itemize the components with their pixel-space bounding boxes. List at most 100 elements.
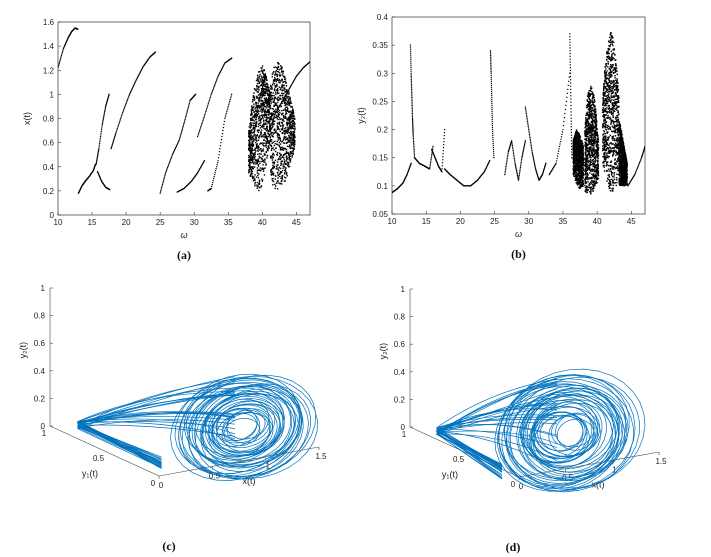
data-point xyxy=(578,133,581,135)
data-point xyxy=(491,120,493,123)
data-point xyxy=(592,148,595,151)
data-point xyxy=(289,114,291,116)
data-point xyxy=(262,134,265,136)
data-point xyxy=(282,142,285,144)
data-point xyxy=(273,98,275,100)
data-point xyxy=(248,148,250,151)
data-point xyxy=(593,141,595,143)
data-point xyxy=(248,147,251,150)
data-point xyxy=(287,141,290,143)
data-point xyxy=(289,159,292,162)
data-point xyxy=(536,172,538,174)
data-point xyxy=(248,170,250,172)
data-point xyxy=(276,180,279,183)
data-point xyxy=(274,120,276,123)
data-point xyxy=(280,163,283,165)
data-point xyxy=(591,100,593,102)
data-point xyxy=(265,144,267,146)
data-point xyxy=(435,160,437,162)
data-point xyxy=(252,126,255,129)
data-point xyxy=(588,184,590,186)
data-point xyxy=(492,145,494,147)
data-point xyxy=(260,75,263,78)
data-point xyxy=(579,185,581,188)
data-point xyxy=(585,119,587,121)
data-point xyxy=(99,139,101,141)
data-point xyxy=(594,166,596,168)
data-point xyxy=(256,150,259,152)
x-tick-label: 40 xyxy=(593,217,602,226)
x-tick-label: 20 xyxy=(122,218,131,227)
data-point xyxy=(276,161,279,163)
data-point xyxy=(594,107,596,110)
data-point xyxy=(106,100,108,102)
data-point xyxy=(285,142,288,145)
data-point xyxy=(525,114,528,116)
data-point xyxy=(479,176,481,178)
data-point xyxy=(443,144,445,146)
data-point xyxy=(487,163,489,165)
data-point xyxy=(188,104,190,106)
data-point xyxy=(278,137,280,139)
data-point xyxy=(584,127,586,129)
data-point xyxy=(283,180,285,182)
data-point xyxy=(288,131,291,134)
data-point xyxy=(632,176,634,178)
data-point xyxy=(257,125,259,128)
data-point xyxy=(267,98,270,101)
data-point xyxy=(248,134,250,136)
data-point xyxy=(248,166,251,168)
data-point xyxy=(259,133,262,135)
data-point xyxy=(529,137,531,139)
data-point xyxy=(163,179,165,181)
data-point xyxy=(574,140,577,142)
data-point xyxy=(575,150,577,153)
data-point xyxy=(410,74,412,76)
data-point xyxy=(260,100,263,102)
data-point xyxy=(62,47,65,50)
data-point xyxy=(277,164,279,166)
data-point xyxy=(260,97,262,99)
data-point xyxy=(291,115,294,117)
data-point xyxy=(253,134,255,137)
data-point xyxy=(255,116,257,118)
data-point xyxy=(512,148,514,150)
data-point xyxy=(276,77,279,80)
data-point xyxy=(581,142,583,145)
data-point xyxy=(579,138,581,140)
data-point xyxy=(284,97,287,100)
data-point xyxy=(579,179,582,182)
data-point xyxy=(576,178,579,181)
data-point xyxy=(588,150,591,152)
data-point xyxy=(507,150,510,152)
data-point xyxy=(268,129,270,132)
data-point xyxy=(67,37,69,40)
data-point xyxy=(590,113,593,116)
data-point xyxy=(590,183,592,185)
data-point xyxy=(581,150,584,152)
data-point xyxy=(544,166,546,168)
data-point xyxy=(257,94,260,96)
data-point xyxy=(588,132,590,134)
data-point xyxy=(270,171,272,173)
data-point xyxy=(591,122,594,124)
data-point xyxy=(284,127,286,130)
data-point xyxy=(573,164,575,167)
data-point xyxy=(249,146,252,148)
data-point xyxy=(588,156,591,158)
data-point xyxy=(261,158,264,161)
data-point xyxy=(204,113,206,116)
data-point xyxy=(581,164,583,167)
data-point xyxy=(285,85,288,87)
data-point xyxy=(429,166,431,168)
data-point xyxy=(258,120,260,122)
data-point xyxy=(573,158,576,161)
data-point xyxy=(289,125,291,127)
data-point xyxy=(147,59,149,61)
data-point xyxy=(592,154,594,156)
branch-2 xyxy=(95,93,110,165)
data-point xyxy=(276,109,279,111)
data-point xyxy=(251,113,253,115)
data-point xyxy=(251,129,253,131)
data-point xyxy=(266,125,269,128)
